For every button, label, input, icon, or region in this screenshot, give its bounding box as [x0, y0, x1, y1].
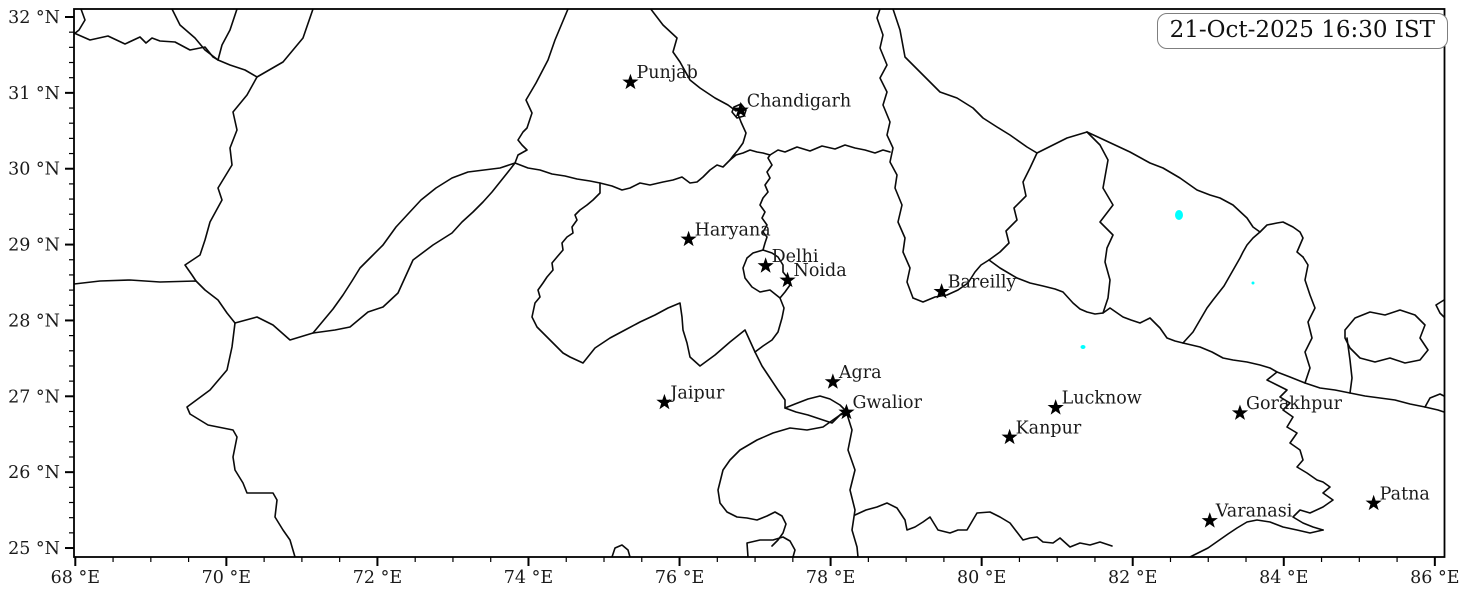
boundary-path [912, 259, 990, 303]
city-marker-star [757, 257, 774, 273]
y-tick-label: 26 °N [8, 463, 60, 483]
boundary-path [845, 410, 859, 557]
city-marker-star [779, 271, 796, 288]
city-label: Agra [838, 363, 882, 383]
boundary-path [876, 9, 914, 299]
city-label: Delhi [772, 247, 819, 267]
boundary-path [1302, 256, 1316, 384]
boundary-path [1036, 131, 1088, 154]
boundary-path [171, 9, 219, 61]
boundary-path [754, 297, 785, 353]
city-label: Noida [794, 261, 847, 281]
boundary-path [1346, 337, 1353, 394]
x-tick-label: 84 °E [1259, 568, 1308, 588]
boundary-path [74, 32, 219, 61]
boundary-path [514, 144, 891, 191]
y-tick-label: 28 °N [8, 311, 60, 331]
boundary-path [1182, 231, 1261, 344]
y-tick-label: 31 °N [8, 84, 60, 104]
cities-layer [622, 73, 1382, 528]
boundary-path [1344, 309, 1429, 364]
boundary-path [217, 9, 258, 78]
city-marker-star [838, 403, 855, 420]
city-marker-star [933, 283, 950, 299]
y-tick-label: 25 °N [8, 539, 60, 559]
boundary-path [988, 259, 1445, 413]
boundary-path [312, 162, 516, 334]
city-marker-star [1231, 404, 1249, 420]
city-label: Patna [1380, 484, 1430, 504]
boundary-path [729, 113, 747, 161]
boundary-path [1266, 371, 1334, 531]
city-marker-star [732, 101, 749, 118]
y-tick-label: 30 °N [8, 160, 60, 180]
x-tick-label: 72 °E [353, 568, 402, 588]
boundary-path [1189, 519, 1324, 557]
boundary-path [74, 279, 236, 324]
boundary-path [1086, 131, 1114, 314]
city-label: Chandigarh [747, 91, 851, 111]
axes-layer: 68 °E 70 °E 72 °E 74 °E 76 °E 78 °E 80 °E 82 °E… [8, 8, 1459, 588]
city-marker-star [1201, 512, 1218, 528]
boundary-path [184, 76, 258, 282]
boundary-path [742, 249, 791, 299]
boundary-path [784, 407, 847, 424]
x-tick-label: 74 °E [504, 568, 553, 588]
x-tick-label: 76 °E [655, 568, 704, 588]
timestamp-badge: 21-Oct-2025 16:30 IST [1156, 13, 1448, 49]
boundary-path [892, 9, 1038, 154]
city-label: Bareilly [948, 273, 1017, 293]
city-marker-star [1001, 428, 1018, 445]
city-label: Punjab [636, 63, 697, 83]
city-label: Gorakhpur [1246, 394, 1343, 414]
boundary-path [531, 182, 756, 367]
x-tick-label: 70 °E [202, 568, 251, 588]
boundary-path [717, 412, 847, 547]
city-marker-star [622, 73, 639, 90]
x-tick-label: 78 °E [806, 568, 855, 588]
boundary-path [234, 9, 569, 341]
city-marker-star [824, 373, 841, 389]
plot-border [73, 8, 1446, 558]
boundary-path [746, 536, 796, 557]
state-boundaries-layer [74, 9, 1445, 557]
boundary-path [611, 544, 631, 557]
y-tick-label: 27 °N [8, 387, 60, 407]
boundary-path [1086, 131, 1304, 258]
boundary-path [186, 322, 296, 557]
lake [1080, 345, 1086, 349]
city-label: Varanasi [1215, 502, 1293, 522]
boundary-path [759, 154, 773, 251]
city-marker-star [680, 230, 697, 247]
boundary-path [754, 351, 847, 412]
y-tick-label: 29 °N [8, 236, 60, 256]
boundary-path [74, 9, 86, 35]
city-label: Kanpur [1016, 418, 1082, 438]
x-tick-label: 86 °E [1410, 568, 1459, 588]
boundary-path [1435, 299, 1445, 318]
x-tick-label: 82 °E [1108, 568, 1157, 588]
lake [1251, 281, 1255, 285]
boundary-path [256, 9, 314, 78]
y-tick-label: 32 °N [8, 8, 60, 28]
boundary-path [988, 152, 1038, 261]
city-marker-star [1047, 399, 1064, 415]
boundary-path [854, 502, 1113, 548]
boundary-path [649, 9, 737, 112]
x-tick-label: 68 °E [51, 568, 100, 588]
city-label: Gwalior [852, 393, 922, 413]
city-label: Lucknow [1062, 389, 1142, 409]
city-label: Haryana [695, 220, 771, 240]
city-marker-star [656, 393, 673, 410]
city-marker-star [1365, 494, 1382, 511]
lakes-layer [1080, 210, 1255, 349]
city-label: Jaipur [668, 383, 725, 403]
boundary-path [1424, 393, 1445, 408]
lake [1175, 210, 1183, 220]
x-tick-label: 80 °E [957, 568, 1006, 588]
